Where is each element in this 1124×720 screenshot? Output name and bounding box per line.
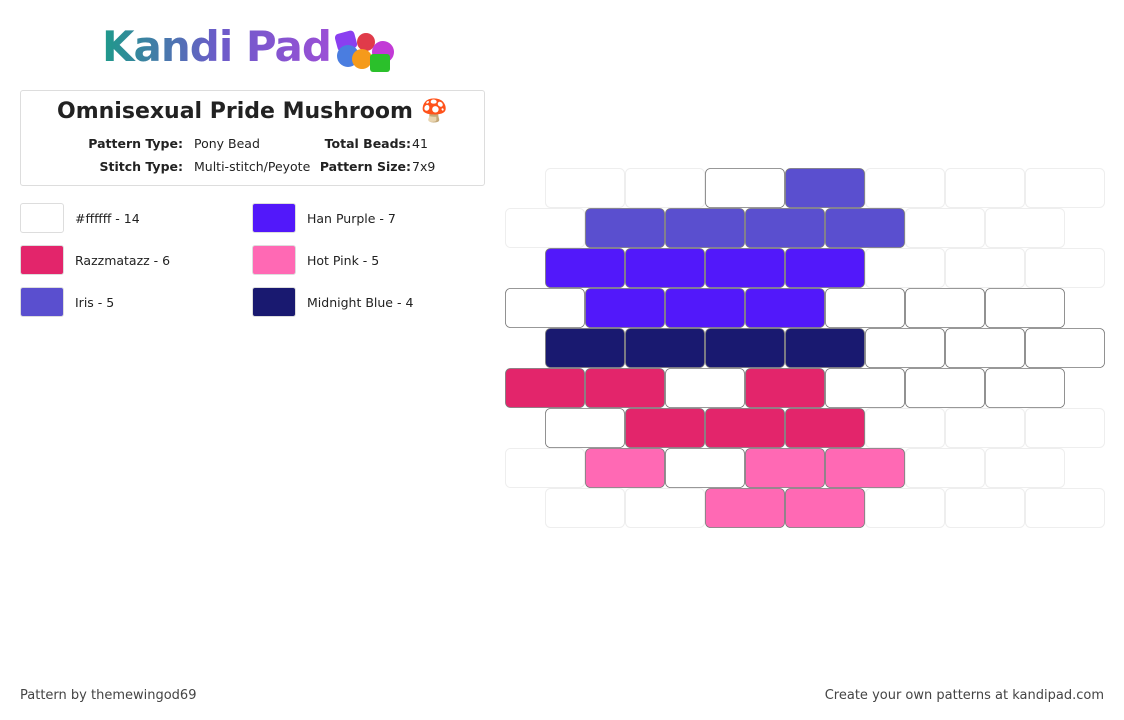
empty-bead bbox=[505, 208, 585, 248]
bead bbox=[905, 288, 985, 328]
empty-bead bbox=[865, 408, 945, 448]
bead bbox=[945, 328, 1025, 368]
detail-label: Stitch Type: bbox=[99, 159, 183, 174]
bead bbox=[665, 288, 745, 328]
detail-label: Pattern Type: bbox=[88, 136, 183, 151]
bead bbox=[785, 488, 865, 528]
bead bbox=[785, 248, 865, 288]
bead bbox=[825, 368, 905, 408]
bead bbox=[625, 408, 705, 448]
bead bbox=[825, 208, 905, 248]
bead bbox=[1025, 328, 1105, 368]
promo: Create your own patterns at kandipad.com bbox=[824, 688, 1104, 703]
empty-bead bbox=[625, 488, 705, 528]
bead bbox=[985, 368, 1065, 408]
empty-bead bbox=[545, 168, 625, 208]
bead bbox=[705, 328, 785, 368]
info-box: Omnisexual Pride Mushroom 🍄 Pattern Type… bbox=[20, 90, 485, 186]
bead bbox=[505, 368, 585, 408]
bead bbox=[625, 248, 705, 288]
bead bbox=[745, 448, 825, 488]
legend-swatch bbox=[20, 203, 64, 233]
bead bbox=[545, 408, 625, 448]
bead bbox=[705, 248, 785, 288]
bead bbox=[745, 208, 825, 248]
logo: Kandi Pad bbox=[102, 22, 332, 71]
empty-bead bbox=[985, 208, 1065, 248]
detail-label: Pattern Size: bbox=[319, 159, 411, 174]
detail-value: Pony Bead bbox=[194, 136, 260, 151]
empty-bead bbox=[865, 248, 945, 288]
bead bbox=[745, 288, 825, 328]
legend-label: Midnight Blue - 4 bbox=[307, 295, 414, 310]
bead bbox=[785, 168, 865, 208]
empty-bead bbox=[1025, 488, 1105, 528]
bead bbox=[785, 408, 865, 448]
bead bbox=[625, 328, 705, 368]
empty-bead bbox=[985, 448, 1065, 488]
legend-swatch bbox=[252, 203, 296, 233]
bead bbox=[985, 288, 1065, 328]
pattern-title: Omnisexual Pride Mushroom 🍄 bbox=[57, 99, 448, 124]
empty-bead bbox=[625, 168, 705, 208]
empty-bead bbox=[1025, 168, 1105, 208]
bead bbox=[585, 208, 665, 248]
bead bbox=[505, 288, 585, 328]
bead bbox=[745, 368, 825, 408]
bead bbox=[905, 368, 985, 408]
logo-beads bbox=[334, 30, 394, 72]
bead bbox=[585, 448, 665, 488]
bead bbox=[665, 448, 745, 488]
empty-bead bbox=[945, 248, 1025, 288]
credit: Pattern by themewingod69 bbox=[20, 688, 197, 703]
bead bbox=[825, 448, 905, 488]
bead bbox=[545, 328, 625, 368]
empty-bead bbox=[505, 448, 585, 488]
legend-swatch bbox=[20, 245, 64, 275]
empty-bead bbox=[1025, 248, 1105, 288]
legend-swatch bbox=[252, 287, 296, 317]
bead bbox=[705, 488, 785, 528]
legend-label: Razzmatazz - 6 bbox=[75, 253, 171, 268]
bead bbox=[705, 408, 785, 448]
empty-bead bbox=[905, 448, 985, 488]
bead bbox=[585, 288, 665, 328]
empty-bead bbox=[865, 168, 945, 208]
legend-label: Iris - 5 bbox=[75, 295, 115, 310]
bead bbox=[585, 368, 665, 408]
bead bbox=[665, 368, 745, 408]
empty-bead bbox=[1025, 408, 1105, 448]
bead bbox=[825, 288, 905, 328]
legend-swatch bbox=[252, 245, 296, 275]
detail-value: 41 bbox=[412, 136, 428, 151]
legend-label: Han Purple - 7 bbox=[307, 211, 396, 226]
detail-label: Total Beads: bbox=[324, 136, 411, 151]
empty-bead bbox=[545, 488, 625, 528]
detail-value: Multi-stitch/Peyote bbox=[194, 159, 311, 174]
bead-grid bbox=[505, 168, 1105, 528]
detail-value: 7x9 bbox=[412, 159, 436, 174]
legend-swatch bbox=[20, 287, 64, 317]
bead bbox=[785, 328, 865, 368]
legend-label: Hot Pink - 5 bbox=[307, 253, 380, 268]
bead bbox=[665, 208, 745, 248]
bead bbox=[705, 168, 785, 208]
empty-bead bbox=[945, 488, 1025, 528]
empty-bead bbox=[865, 488, 945, 528]
empty-bead bbox=[945, 408, 1025, 448]
legend-label: #ffffff - 14 bbox=[75, 211, 140, 226]
empty-bead bbox=[945, 168, 1025, 208]
bead bbox=[545, 248, 625, 288]
bead bbox=[865, 328, 945, 368]
empty-bead bbox=[905, 208, 985, 248]
